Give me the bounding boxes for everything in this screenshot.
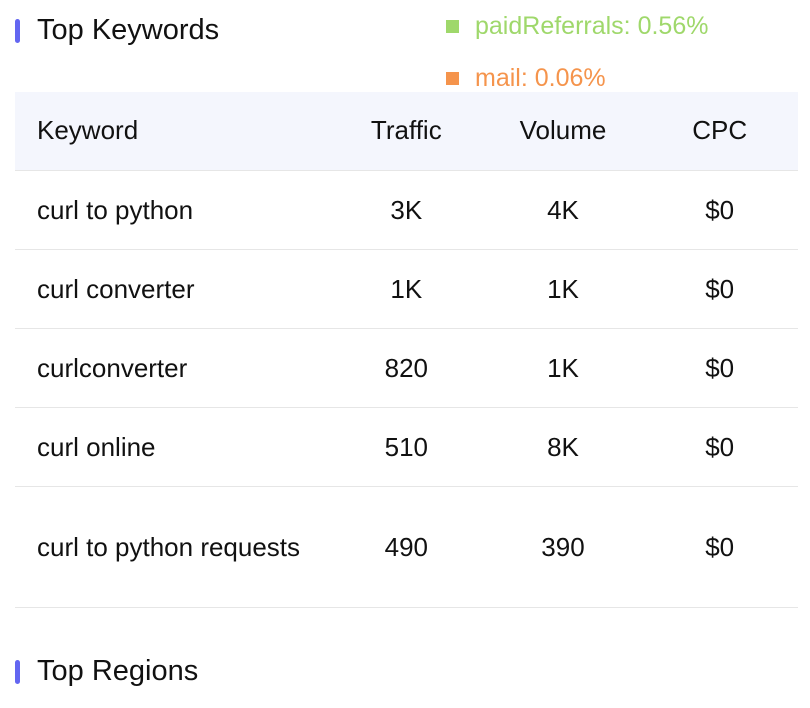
volume-cell: 1K — [484, 249, 642, 329]
table-row: curlconverter 820 1K $0 — [15, 328, 798, 408]
column-header-volume: Volume — [484, 92, 642, 171]
cpc-cell: $0 — [641, 170, 798, 250]
legend-label: mail: 0.06% — [475, 64, 606, 92]
keyword-cell: curl online — [15, 407, 328, 487]
keyword-cell: curl converter — [15, 249, 328, 329]
table-row: curl to python 3K 4K $0 — [15, 170, 798, 250]
column-header-traffic: Traffic — [328, 92, 485, 171]
traffic-cell: 1K — [328, 249, 485, 329]
section-accent-bar — [15, 659, 20, 684]
traffic-cell: 510 — [328, 407, 485, 487]
keywords-table: Keyword Traffic Volume CPC curl to pytho… — [15, 92, 798, 608]
volume-cell: 390 — [484, 486, 642, 608]
top-regions-header: Top Regions — [15, 655, 198, 688]
legend-item-mail: mail: 0.06% — [446, 64, 606, 93]
traffic-cell: 3K — [328, 170, 485, 250]
traffic-cell: 820 — [328, 328, 485, 408]
volume-cell: 8K — [484, 407, 642, 487]
legend-label: paidReferrals: 0.56% — [475, 12, 709, 40]
top-regions-title: Top Regions — [37, 655, 199, 687]
cpc-cell: $0 — [641, 249, 798, 329]
keyword-cell: curl to python requests — [15, 486, 328, 608]
legend-swatch — [446, 20, 459, 33]
table-header-row: Keyword Traffic Volume CPC — [15, 92, 798, 171]
cpc-cell: $0 — [641, 486, 798, 608]
legend-item-paid-referrals: paidReferrals: 0.56% — [446, 12, 708, 41]
column-header-cpc: CPC — [641, 92, 798, 171]
keyword-cell: curl to python — [15, 170, 328, 250]
top-keywords-title: Top Keywords — [37, 14, 220, 46]
legend-swatch — [446, 72, 459, 85]
volume-cell: 1K — [484, 328, 642, 408]
table-row: curl to python requests 490 390 $0 — [15, 486, 798, 608]
section-accent-bar — [15, 18, 20, 43]
cpc-cell: $0 — [641, 407, 798, 487]
cpc-cell: $0 — [641, 328, 798, 408]
column-header-keyword: Keyword — [15, 92, 328, 171]
table-row: curl online 510 8K $0 — [15, 407, 798, 487]
top-keywords-header: Top Keywords — [15, 14, 219, 47]
table-row: curl converter 1K 1K $0 — [15, 249, 798, 329]
traffic-cell: 490 — [328, 486, 485, 608]
volume-cell: 4K — [484, 170, 642, 250]
keyword-cell: curlconverter — [15, 328, 328, 408]
